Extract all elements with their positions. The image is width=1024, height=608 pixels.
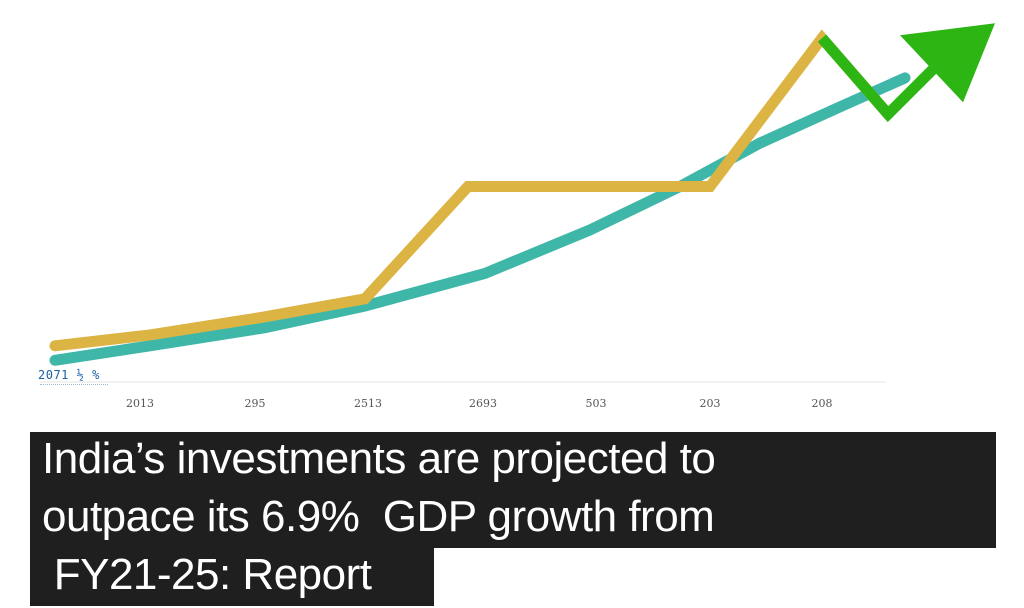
trend-arrow-shaft bbox=[817, 34, 944, 123]
x-tick-label: 295 bbox=[245, 397, 266, 410]
line-chart: 2013 295 2513 2693 503 203 208 bbox=[40, 23, 995, 410]
series-line-investments bbox=[49, 29, 894, 352]
series-layer bbox=[49, 23, 995, 366]
x-tick-label: 2693 bbox=[469, 397, 497, 410]
x-tick-label: 208 bbox=[812, 397, 833, 410]
x-tick-label: 2513 bbox=[354, 397, 382, 410]
series-line-gdp bbox=[49, 72, 911, 366]
headline-line-2: outpace its 6.9% GDP growth from bbox=[30, 490, 996, 548]
watermark-underline bbox=[40, 384, 108, 388]
x-tick-label: 203 bbox=[700, 397, 721, 410]
x-tick-labels: 2013 295 2513 2693 503 203 208 bbox=[126, 397, 833, 410]
trend-arrow-head-icon bbox=[900, 23, 995, 103]
headline-line-3: FY21-25: Report bbox=[30, 548, 434, 606]
x-tick-label: 503 bbox=[586, 397, 607, 410]
headline: India’s investments are projected to out… bbox=[30, 432, 996, 606]
watermark-logo-text: 2071 ½ % bbox=[38, 368, 100, 382]
x-tick-label: 2013 bbox=[126, 397, 154, 410]
headline-line-1: India’s investments are projected to bbox=[30, 432, 996, 490]
